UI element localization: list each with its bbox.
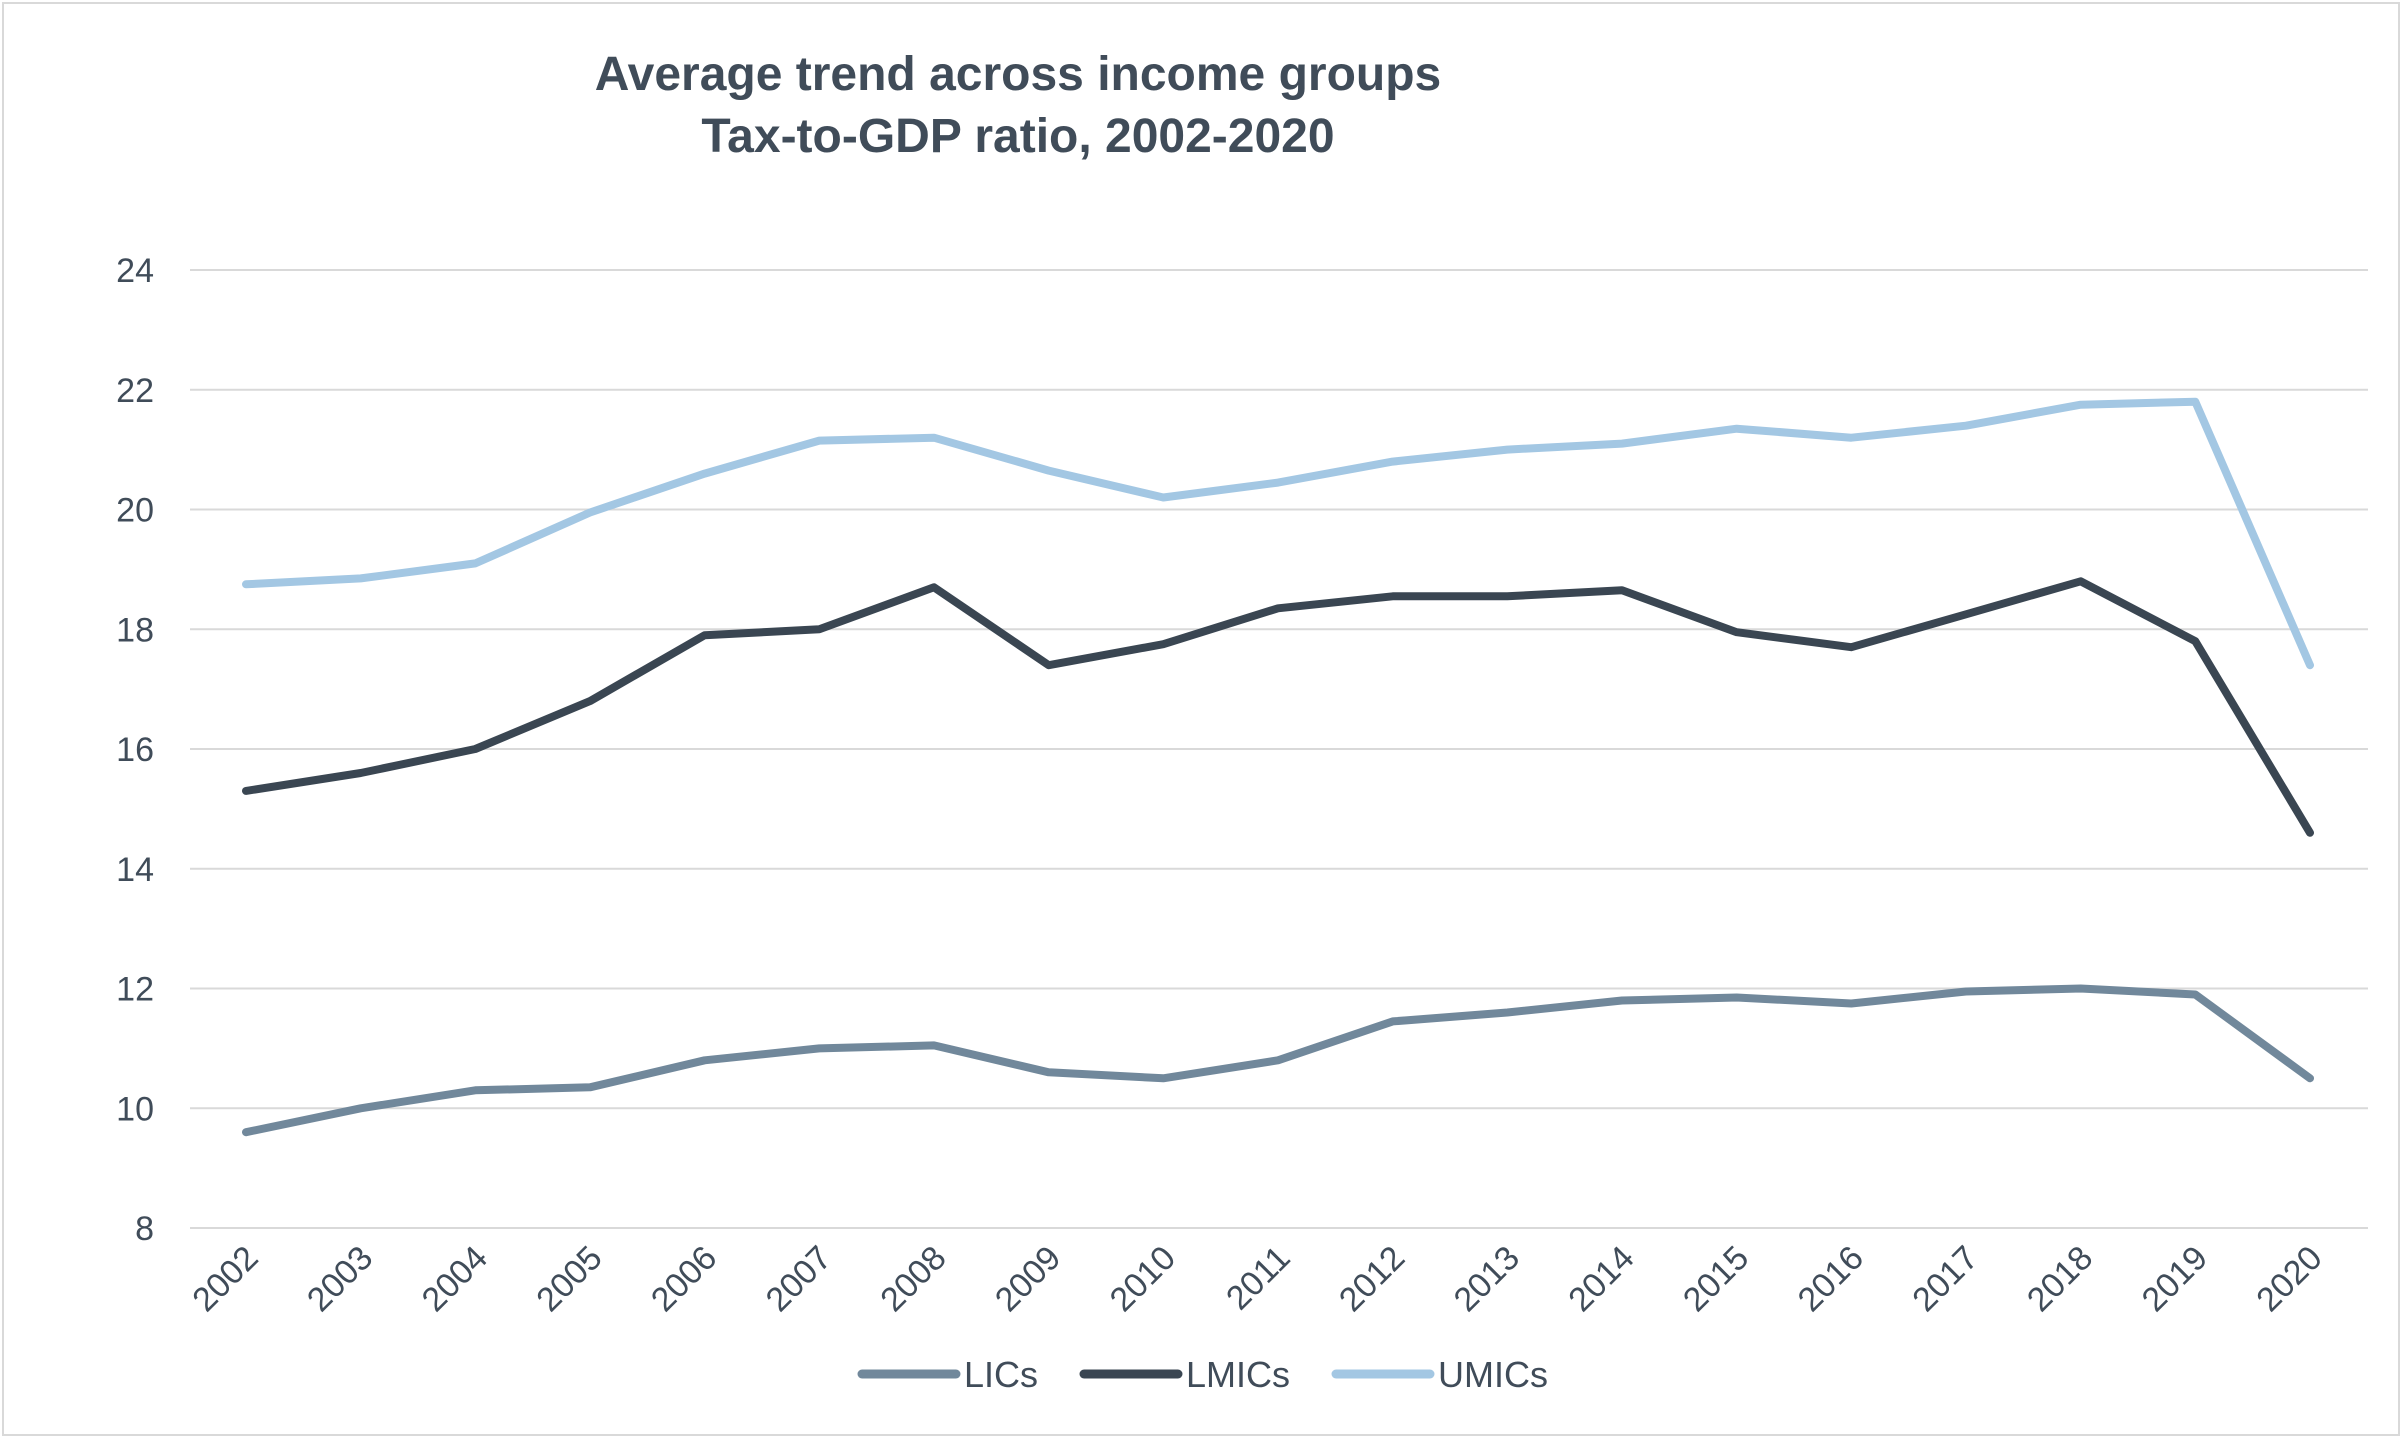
x-axis-ticks: 2002 2003 2004 2005 2006 2007 2008 2009 2010 2011… — [185, 1239, 2329, 1319]
y-tick-label: 22 — [116, 372, 154, 410]
x-tick-label: 2013 — [1447, 1239, 1527, 1319]
series-lines — [242, 397, 2314, 1137]
x-tick-label: 2014 — [1561, 1239, 1641, 1319]
gridlines — [190, 269, 2368, 1229]
x-tick-label: 2005 — [529, 1239, 609, 1319]
series-line-umics — [242, 397, 2314, 670]
series-line-lmics — [242, 577, 2314, 837]
x-tick-label: 2007 — [759, 1239, 839, 1319]
x-tick-label: 2006 — [644, 1239, 724, 1319]
x-tick-label: 2003 — [300, 1239, 380, 1319]
x-tick-label: 2019 — [2135, 1239, 2215, 1319]
legend-label-lmics: LMICs — [1186, 1354, 1290, 1395]
x-tick-label: 2015 — [1676, 1239, 1756, 1319]
y-axis-ticks: 8 10 12 14 16 18 20 22 24 — [116, 252, 154, 1248]
series-line-lics — [242, 984, 2314, 1137]
y-tick-label: 10 — [116, 1090, 154, 1128]
legend-label-umics: UMICs — [1438, 1354, 1548, 1395]
x-tick-label: 2010 — [1103, 1239, 1183, 1319]
y-tick-label: 18 — [116, 611, 154, 649]
legend-label-lics: LICs — [964, 1354, 1038, 1395]
legend: LICs LMICs UMICs — [857, 1354, 1548, 1395]
y-tick-label: 8 — [135, 1210, 154, 1248]
y-tick-label: 24 — [116, 252, 154, 290]
x-tick-label: 2004 — [415, 1239, 495, 1319]
x-tick-label: 2020 — [2249, 1239, 2329, 1319]
x-tick-label: 2009 — [988, 1239, 1068, 1319]
x-tick-label: 2016 — [1791, 1239, 1871, 1319]
x-tick-label: 2012 — [1332, 1239, 1412, 1319]
chart-title: Average trend across income groups — [595, 48, 1442, 101]
x-tick-label: 2017 — [1905, 1239, 1985, 1319]
y-tick-label: 12 — [116, 971, 154, 1009]
y-tick-label: 20 — [116, 492, 154, 530]
chart-subtitle: Tax-to-GDP ratio, 2002-2020 — [701, 110, 1334, 163]
x-tick-label: 2018 — [2020, 1239, 2100, 1319]
y-tick-label: 14 — [116, 851, 154, 889]
y-tick-label: 16 — [116, 731, 154, 769]
x-tick-label: 2002 — [185, 1239, 265, 1319]
x-tick-label: 2008 — [873, 1239, 953, 1319]
x-tick-label: 2011 — [1219, 1239, 1298, 1318]
